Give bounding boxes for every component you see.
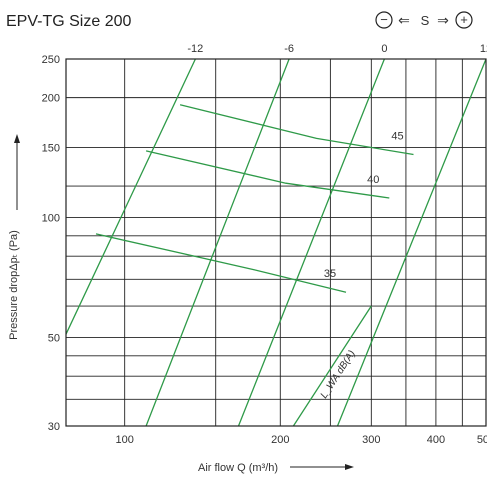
setting-line-label: -6 (284, 43, 294, 55)
x-axis-arrow-head (345, 464, 354, 470)
x-tick-label: 100 (115, 434, 133, 446)
x-axis-label: Air flow Q (m³/h) (198, 462, 278, 474)
y-axis-label: Pressure dropΔpₜ (Pa) (8, 230, 20, 340)
setting-legend: − ⇐ S ⇒ + (375, 11, 473, 29)
series-layer (66, 59, 486, 426)
sound-level-label: 40 (367, 174, 379, 186)
x-tick-label: 300 (362, 434, 380, 446)
sound-level-label: 35 (324, 268, 336, 280)
y-tick-label: 200 (42, 93, 60, 105)
plus-symbol: + (460, 12, 468, 27)
sound-level-label: 45 (391, 130, 403, 142)
setting-line (66, 59, 196, 335)
plot-frame (65, 58, 487, 427)
x-tick-label: 200 (271, 434, 289, 446)
y-tick-label: 30 (48, 421, 60, 433)
grid-lines (66, 59, 486, 426)
minus-circle-icon (375, 11, 393, 29)
y-axis-arrow-head (14, 134, 20, 143)
sound-axis-line (292, 305, 372, 426)
line-labels: -12-6012354045L_WA dB(A) (187, 43, 487, 401)
y-tick-label: 100 (42, 213, 60, 225)
sound-level-line (145, 150, 390, 199)
y-tick-label: 250 (42, 54, 60, 66)
tick-labels: 100 200 300 400 500 30 50 100 150 200 250 (42, 54, 487, 446)
x-tick-label: 500 (477, 434, 487, 446)
left-arrow-icon: ⇐ (398, 12, 410, 28)
setting-line-label: 12 (480, 43, 487, 55)
chart-title: EPV-TG Size 200 (6, 13, 131, 30)
right-arrow-icon: ⇒ (437, 12, 449, 28)
setting-line (237, 59, 386, 426)
setting-s-label: S (421, 13, 430, 28)
y-tick-label: 50 (48, 333, 60, 345)
plus-circle-icon (455, 11, 473, 29)
setting-line-label: 0 (381, 43, 387, 55)
y-tick-label: 150 (42, 142, 60, 154)
setting-line (145, 59, 290, 426)
x-tick-label: 400 (427, 434, 445, 446)
minus-symbol: − (380, 12, 388, 27)
setting-line-label: -12 (187, 43, 203, 55)
sound-level-line (179, 104, 414, 156)
setting-line (336, 59, 486, 426)
sound-level-line (95, 233, 347, 293)
